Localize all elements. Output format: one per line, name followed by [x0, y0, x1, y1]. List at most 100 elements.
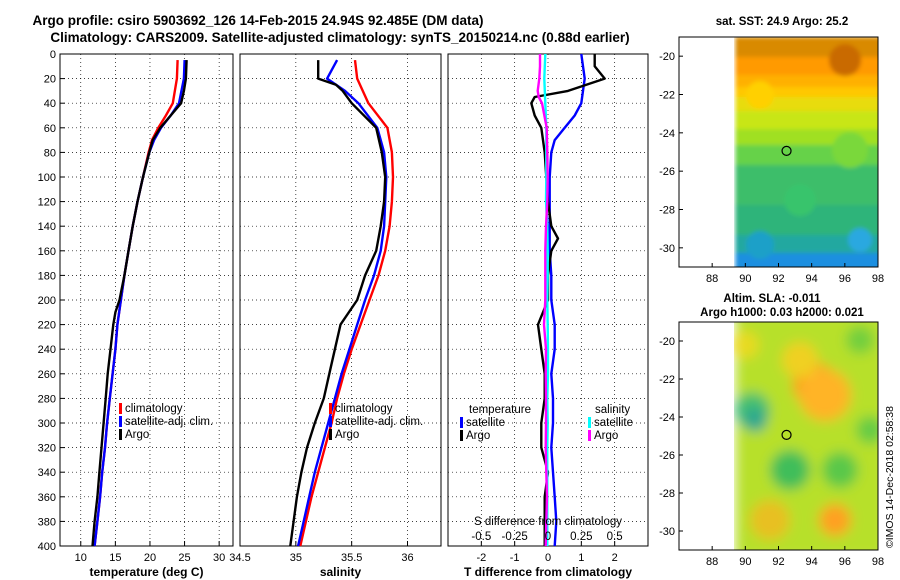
map-x-tick-label: 92: [772, 273, 784, 285]
heat-blob: [848, 228, 872, 252]
sla-map-subtitle: Argo h1000: 0.03 h2000: 0.021: [700, 307, 864, 319]
y-tick-label: 80: [44, 147, 56, 159]
panel-frame: [239, 53, 442, 547]
title-line-2: Climatology: CARS2009. Satellite-adjuste…: [50, 30, 629, 45]
x-tick-label: 10: [75, 552, 87, 564]
map-panels: 88 90 92 94 96 98 -20 -22 -24 -26 -28 -30 sat. SST: …: [659, 16, 884, 568]
y-tick-label: 400: [38, 541, 56, 553]
legend-label: Argo: [125, 429, 149, 441]
legend-label: satellite: [466, 417, 505, 429]
y-tick-label: 340: [38, 467, 56, 479]
legend-label: Argo: [335, 429, 359, 441]
map-x-tick-label: 88: [706, 273, 718, 285]
argo-position-marker: [781, 145, 792, 156]
x-tick-label: 25: [178, 552, 190, 564]
map-y-tick-label: -22: [659, 374, 675, 386]
panel-temperature: 10 15 20 25 30020406080100120140160180200220…: [38, 49, 234, 579]
legend-heading-salinity: salinity: [595, 404, 630, 416]
argo-position-marker: [781, 429, 792, 440]
x-tick-label: 36: [401, 552, 413, 564]
map-y-tick-label: -28: [659, 205, 675, 217]
map-x-tick-label: 98: [872, 556, 884, 568]
heat-blob: [822, 452, 858, 488]
salinity-diff-tick: 0.5: [607, 531, 623, 543]
legend-label: climatology: [335, 403, 393, 415]
heat-blob: [856, 416, 878, 444]
heat-blob: [746, 81, 774, 109]
sla-map-title: Altim. SLA: -0.011: [723, 293, 821, 305]
series-argo: [289, 60, 387, 547]
legend-swatch: [329, 403, 332, 414]
salinity-diff-tick: -0.5: [471, 531, 491, 543]
series-t-satellite: [548, 53, 586, 547]
y-tick-label: 380: [38, 516, 56, 528]
map-y-tick-label: -30: [659, 243, 675, 255]
y-tick-label: 140: [38, 221, 56, 233]
legend-swatch: [460, 417, 463, 428]
map-x-tick-label: 88: [706, 556, 718, 568]
sst-map-title: sat. SST: 24.9 Argo: 25.2: [716, 16, 849, 28]
salinity-diff-tick: 0.25: [570, 531, 592, 543]
map-x-tick-label: 94: [806, 273, 818, 285]
heat-band: [735, 37, 878, 59]
map-x-tick-label: 94: [806, 556, 818, 568]
series-s-argo: [536, 54, 549, 547]
heat-band: [735, 253, 878, 267]
y-tick-label: 220: [38, 320, 56, 332]
y-tick-label: 200: [38, 295, 56, 307]
x-tick-label: 2: [612, 552, 618, 564]
legend-swatch: [329, 416, 332, 427]
map-x-tick-label: 96: [839, 556, 851, 568]
heat-field-blur: [735, 37, 878, 267]
x-tick-label: 15: [109, 552, 121, 564]
heat-band: [735, 57, 878, 77]
x-tick-label: 1: [578, 552, 584, 564]
heat-band: [735, 111, 878, 131]
y-tick-label: 180: [38, 270, 56, 282]
legend-swatch: [588, 430, 591, 441]
series-argo: [91, 60, 188, 547]
x-axis-label: salinity: [320, 565, 362, 579]
map-y-tick-label: -24: [659, 412, 675, 424]
y-tick-label: 320: [38, 443, 56, 455]
legend-swatch: [119, 416, 122, 427]
y-tick-label: 60: [44, 123, 56, 135]
x-axis-label: T difference from climatology: [464, 565, 632, 579]
x-tick-label: 34.5: [229, 552, 250, 564]
legend-label: satellite-adj. clim.: [335, 416, 423, 428]
panel-difference: -2 -1 0 1 2T difference from climatology: [447, 53, 649, 579]
heat-blob: [770, 450, 810, 490]
difference-legend: temperaturesatelliteArgosalinitysatellit…: [460, 404, 633, 543]
y-tick-label: 280: [38, 393, 56, 405]
series-t-argo: [530, 54, 606, 546]
map-sst_map: 88 90 92 94 96 98 -20 -22 -24 -26 -28 -30 sat. SST: …: [659, 16, 884, 285]
x-tick-label: 35: [290, 552, 302, 564]
x-tick-label: 20: [144, 552, 156, 564]
legend-label: climatology: [125, 403, 183, 415]
heat-field-blur: [734, 322, 878, 550]
series-climatology: [93, 60, 179, 547]
x-tick-label: -1: [510, 552, 520, 564]
imos-watermark: ©IMOS 14-Dec-2018 02:58:38: [884, 406, 896, 548]
y-tick-label: 160: [38, 246, 56, 258]
map-y-tick-label: -28: [659, 488, 675, 500]
map-x-tick-label: 92: [772, 556, 784, 568]
legend-label: Argo: [594, 430, 618, 442]
x-tick-label: 0: [545, 552, 551, 564]
legend-swatch: [329, 429, 332, 440]
y-tick-label: 40: [44, 98, 56, 110]
heat-blob: [782, 342, 818, 378]
heat-blob: [784, 184, 816, 216]
legend-swatch: [119, 403, 122, 414]
series-satellite-adj-clim-: [296, 59, 388, 547]
y-tick-label: 360: [38, 492, 56, 504]
title-line-1: Argo profile: csiro 5903692_126 14-Feb-2…: [33, 13, 484, 28]
heat-field: [735, 37, 878, 267]
legend-label: satellite-adj. clim.: [125, 416, 213, 428]
heat-blob: [829, 44, 861, 76]
series-climatology: [299, 59, 395, 547]
heat-blob: [750, 500, 790, 540]
map-y-tick-label: -30: [659, 526, 675, 538]
y-tick-label: 100: [38, 172, 56, 184]
